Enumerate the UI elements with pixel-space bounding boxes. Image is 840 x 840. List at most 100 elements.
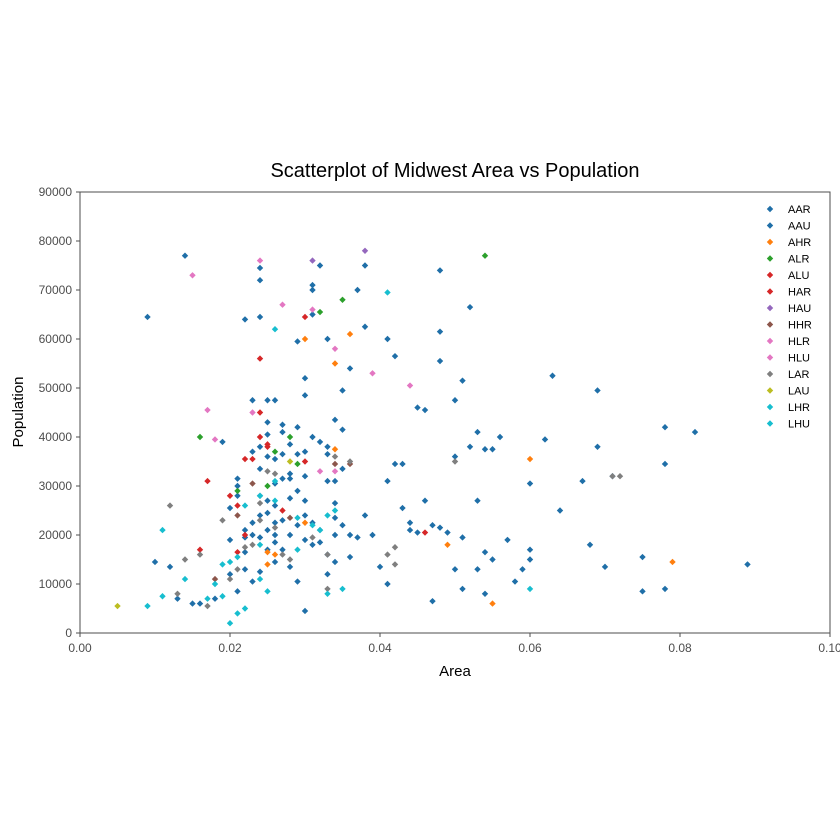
data-point [451, 397, 459, 404]
data-point [249, 480, 256, 487]
legend-label: LHU [788, 419, 810, 431]
x-tick-label: 0.08 [668, 641, 692, 655]
data-point [579, 477, 586, 485]
data-point [324, 590, 331, 597]
data-point [301, 458, 309, 465]
data-point [264, 419, 271, 426]
data-point [339, 387, 346, 394]
data-point [219, 593, 226, 600]
data-point [496, 433, 504, 441]
data-point [556, 507, 564, 514]
data-point [226, 558, 234, 566]
data-point [234, 502, 241, 509]
data-point [241, 544, 249, 551]
data-point [384, 335, 391, 343]
data-point [226, 575, 234, 583]
data-point [249, 519, 256, 526]
data-point [271, 551, 279, 558]
data-point [661, 585, 669, 593]
series-hau [309, 247, 369, 264]
y-tick-label: 50000 [39, 381, 73, 395]
data-point [429, 597, 436, 605]
legend-marker [766, 387, 774, 394]
data-point [309, 433, 316, 441]
data-point [339, 296, 346, 303]
data-point [526, 556, 534, 563]
data-point [346, 330, 354, 338]
data-point [526, 455, 534, 463]
data-point [489, 556, 496, 563]
data-point [309, 306, 316, 313]
data-point [204, 602, 211, 610]
legend-marker [766, 370, 774, 378]
legend-label: ALR [788, 254, 809, 266]
legend-marker [766, 288, 774, 295]
data-point [331, 531, 339, 539]
data-point [511, 578, 519, 585]
data-point [249, 531, 256, 539]
data-point [219, 561, 226, 568]
legend-marker [766, 354, 774, 361]
data-point [391, 460, 399, 468]
data-point [474, 566, 481, 573]
data-point [331, 345, 339, 352]
data-point [339, 522, 346, 529]
legend: AAR AAU AHR ALR ALU HAR HAU HHR HLR HLU LAR LAU LHR L… [766, 204, 812, 431]
data-point [481, 590, 489, 597]
data-point [279, 546, 286, 553]
legend-marker [766, 238, 774, 246]
series-aar [144, 252, 751, 615]
data-point [234, 553, 241, 561]
y-tick-label: 60000 [39, 332, 73, 346]
legend-label: HHR [788, 320, 812, 332]
legend-marker [766, 304, 774, 312]
data-point [241, 526, 249, 534]
data-point [316, 468, 324, 475]
data-point [286, 531, 294, 539]
data-point [294, 338, 301, 345]
series-hlr [189, 257, 414, 443]
x-axis-ticks: 0.00 0.02 0.04 0.06 0.08 0.10 [68, 633, 840, 655]
data-point [286, 563, 294, 571]
data-point [219, 438, 226, 446]
data-point [384, 477, 391, 485]
legend-marker [766, 321, 774, 328]
data-point [661, 424, 669, 431]
data-point [256, 264, 264, 272]
data-point [271, 470, 279, 477]
data-point [691, 428, 699, 436]
data-point [309, 522, 316, 529]
data-point [256, 313, 264, 321]
data-point [346, 531, 354, 539]
data-point [331, 499, 339, 507]
data-point [541, 436, 549, 443]
data-point [234, 487, 241, 495]
data-point [616, 473, 624, 480]
data-point [271, 558, 279, 566]
data-point [174, 590, 181, 597]
data-point [339, 585, 346, 593]
data-point [369, 531, 376, 539]
data-point [294, 578, 301, 585]
data-point [504, 536, 511, 544]
data-point [279, 421, 286, 428]
data-point [331, 416, 339, 424]
data-point [421, 529, 429, 536]
data-point [294, 546, 301, 553]
data-point [264, 561, 271, 568]
data-point [264, 497, 271, 504]
data-point [249, 409, 256, 416]
series-alr [196, 252, 489, 495]
data-point [459, 377, 466, 384]
y-tick-label: 80000 [39, 234, 73, 248]
legend-marker [766, 271, 774, 279]
data-point [526, 480, 534, 487]
data-point [331, 477, 339, 485]
data-point [406, 519, 414, 526]
series-hlu [249, 370, 376, 475]
data-point [339, 465, 346, 473]
data-point [331, 514, 339, 522]
data-point [114, 602, 121, 610]
data-point [279, 517, 286, 524]
data-point [249, 578, 256, 585]
